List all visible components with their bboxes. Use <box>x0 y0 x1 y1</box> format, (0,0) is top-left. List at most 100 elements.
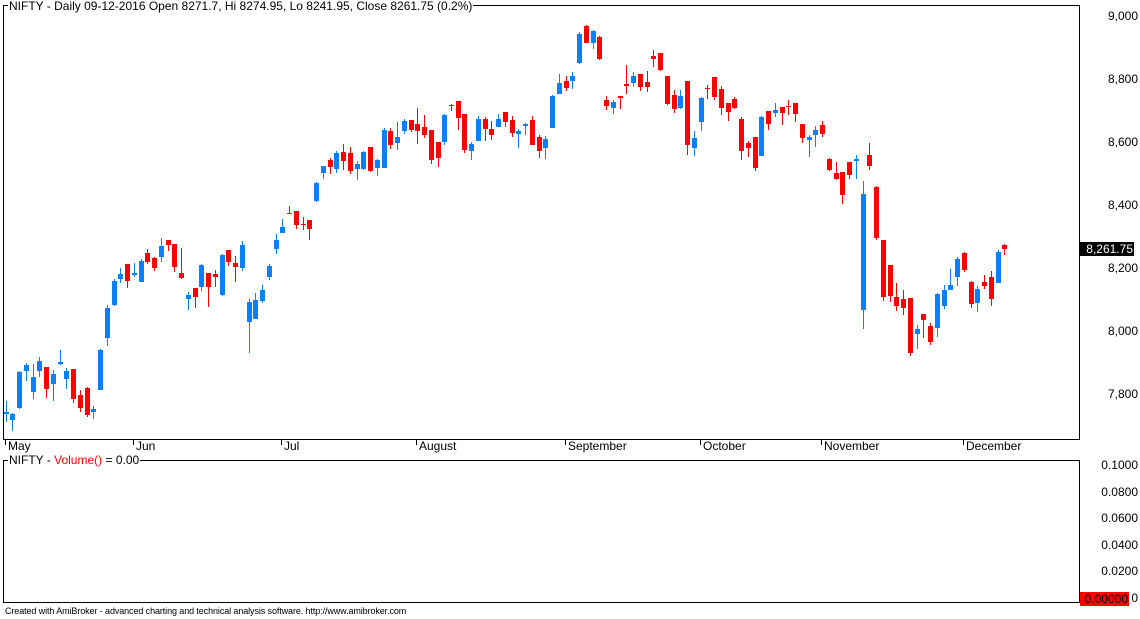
candle-wick <box>424 115 425 138</box>
volume-axis-label: 0 <box>1131 591 1138 605</box>
volume-pane[interactable] <box>3 460 1080 603</box>
month-label: Jul <box>284 439 300 453</box>
candle-body <box>638 74 643 87</box>
candle-down <box>800 124 805 143</box>
candle-body <box>618 96 623 98</box>
candle-down <box>827 158 832 171</box>
candle-wick <box>60 350 61 365</box>
candle-body <box>874 187 879 238</box>
month-label: May <box>8 439 31 453</box>
price-axis-label: 8,000 <box>1107 323 1138 338</box>
candle-body <box>915 329 920 334</box>
candle-up <box>469 142 474 160</box>
candle-down <box>705 85 710 99</box>
candle-wick <box>809 135 810 157</box>
candle-body <box>530 120 535 145</box>
candle-up <box>854 155 859 179</box>
candle-up <box>51 370 56 401</box>
last-volume-label: 0.00000 <box>1080 592 1129 606</box>
candle-body <box>409 120 414 130</box>
candle-body <box>908 298 913 353</box>
candle-down <box>584 25 589 43</box>
candle-body <box>105 308 110 338</box>
candle-wick <box>748 141 749 157</box>
volume-axis-label: 0.1000 <box>1101 458 1138 472</box>
candle-down <box>415 108 420 144</box>
candle-down <box>294 211 299 229</box>
candle-body <box>166 240 171 245</box>
candle-down <box>638 74 643 91</box>
candle-body <box>651 56 656 59</box>
candle-down <box>510 116 515 137</box>
candle-body <box>800 124 805 138</box>
candle-up <box>591 30 596 49</box>
candle-down <box>307 220 312 240</box>
candle-up <box>678 90 683 109</box>
candle-down <box>172 244 177 272</box>
candle-body <box>840 172 845 195</box>
candle-wick <box>282 219 283 233</box>
candle-up <box>975 286 980 312</box>
candle-up <box>112 279 117 306</box>
candle-body <box>206 273 211 287</box>
candle-down <box>894 283 899 311</box>
candle-up <box>948 269 953 290</box>
candle-body <box>550 96 555 128</box>
candle-down <box>618 96 623 109</box>
candle-body <box>699 98 704 122</box>
candle-body <box>462 114 467 150</box>
candle-body <box>240 245 245 268</box>
candle-down <box>409 120 414 132</box>
candle-body <box>341 152 346 161</box>
candle-wick <box>26 363 27 381</box>
candle-down <box>665 76 670 105</box>
volume-title-symbol: NIFTY - <box>9 453 55 467</box>
candle-body <box>658 53 663 70</box>
candle-down <box>537 135 542 158</box>
candle-down <box>888 265 893 302</box>
candle-body <box>422 127 427 135</box>
candle-body <box>766 111 771 124</box>
candle-up <box>773 103 778 117</box>
candle-up <box>355 161 360 180</box>
candle-body <box>732 99 737 108</box>
candle-down <box>226 250 231 266</box>
candle-body <box>975 289 980 303</box>
candle-body <box>807 137 812 140</box>
candle-body <box>861 194 866 310</box>
month-label: November <box>824 439 880 453</box>
price-pane[interactable] <box>3 5 1080 440</box>
candle-up <box>577 32 582 64</box>
candle-body <box>368 147 373 171</box>
candle-body <box>557 83 562 94</box>
candle-wick <box>620 96 621 109</box>
candle-down <box>658 53 663 71</box>
candle-up <box>523 123 528 135</box>
candle-up <box>550 95 555 128</box>
candle-body <box>624 84 629 86</box>
candle-down <box>348 147 353 174</box>
candle-up <box>382 128 387 168</box>
candle-up <box>260 285 265 303</box>
candle-body <box>645 82 650 87</box>
candle-down <box>564 76 569 91</box>
candle-up <box>395 122 400 150</box>
candle-wick <box>188 292 189 310</box>
candle-up <box>91 406 96 419</box>
month-tick <box>133 439 134 445</box>
candle-down <box>85 387 90 417</box>
candle-up <box>496 114 501 127</box>
candle-up <box>253 293 258 319</box>
candle-up <box>274 234 279 254</box>
candle-body <box>969 282 974 304</box>
candle-wick <box>93 406 94 419</box>
candle-body <box>611 102 616 108</box>
candle-body <box>543 139 548 148</box>
candle-down <box>213 270 218 287</box>
candle-down <box>928 323 933 345</box>
candle-up <box>915 325 920 349</box>
candle-up <box>321 166 326 179</box>
candle-body <box>145 253 150 262</box>
candle-wick <box>289 206 290 214</box>
candle-wick <box>357 161 358 180</box>
